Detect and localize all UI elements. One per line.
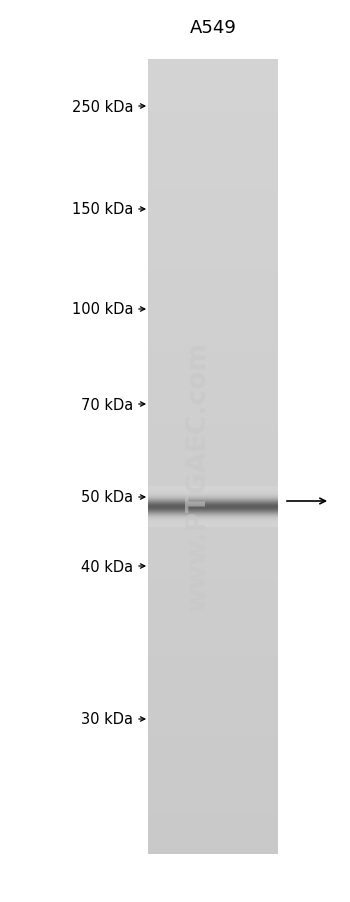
Text: 50 kDa: 50 kDa (81, 490, 133, 505)
Text: A549: A549 (190, 19, 237, 37)
Text: 100 kDa: 100 kDa (71, 302, 133, 318)
Text: 150 kDa: 150 kDa (72, 202, 133, 217)
Text: 30 kDa: 30 kDa (81, 712, 133, 727)
Text: www.PTGAEC.com: www.PTGAEC.com (185, 342, 211, 612)
Text: 250 kDa: 250 kDa (71, 99, 133, 115)
Text: 40 kDa: 40 kDa (81, 559, 133, 574)
Text: 70 kDa: 70 kDa (81, 397, 133, 412)
